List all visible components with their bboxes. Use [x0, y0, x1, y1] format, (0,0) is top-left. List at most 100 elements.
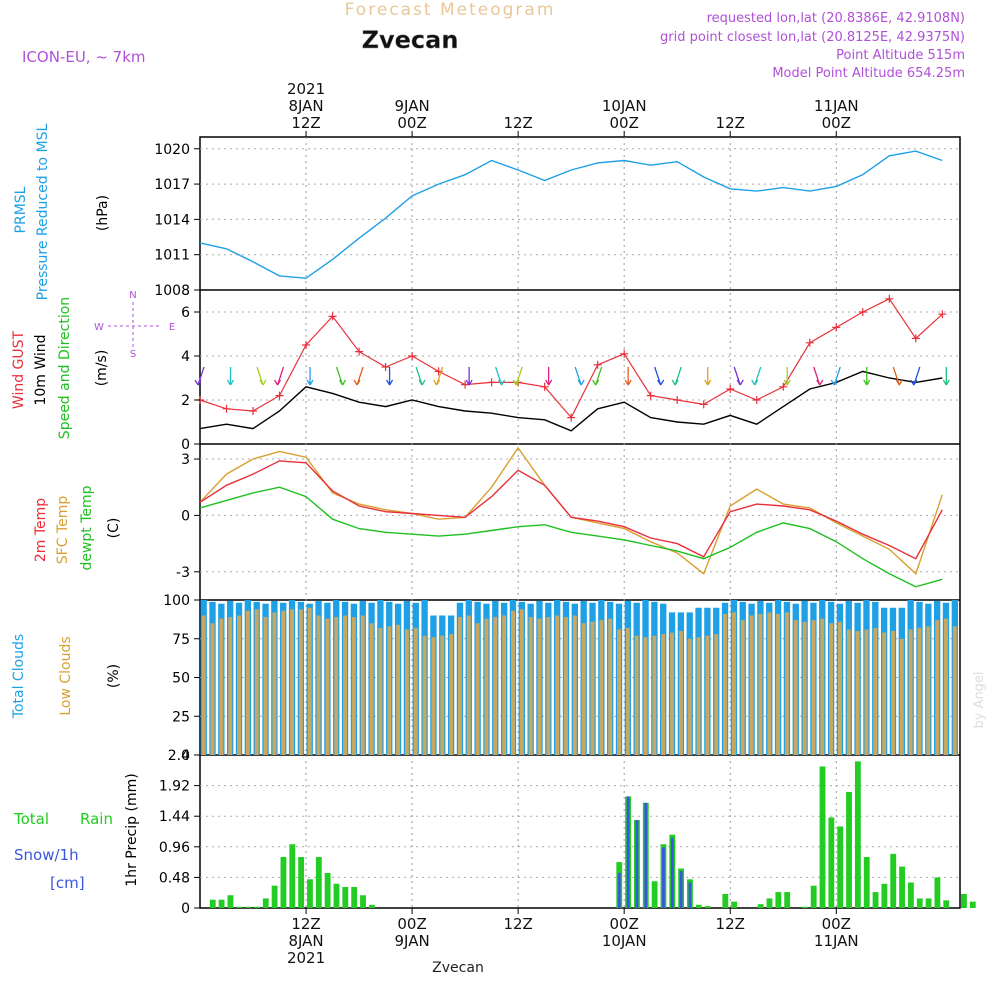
low-cloud-bar [387, 626, 392, 755]
low-cloud-bar [457, 617, 462, 755]
low-cloud-bar [608, 618, 613, 755]
low-cloud-bar [537, 618, 542, 755]
snow-bar [635, 820, 639, 908]
time-label-top: 9JAN [394, 97, 429, 115]
rain-bar [890, 853, 897, 908]
gust-point [302, 341, 311, 349]
rain-bar [704, 906, 711, 908]
low-cloud-bar [891, 631, 895, 755]
wind-direction-arrow [495, 366, 506, 386]
rain-bar [651, 881, 658, 908]
low-cloud-bar [926, 626, 931, 755]
low-cloud-bar [837, 621, 842, 755]
low-cloud-bar [528, 617, 533, 755]
low-cloud-bar [696, 637, 701, 755]
rain-bar [695, 904, 702, 908]
credit-watermark: by Angel [972, 671, 987, 728]
wind-direction-arrow [415, 366, 426, 386]
dewpoint-line [199, 486, 943, 588]
gust-point [540, 382, 549, 391]
temp-unit: (C) [106, 518, 122, 539]
low-cloud-bar [882, 632, 887, 755]
gust-point [408, 352, 417, 360]
rain-bar [810, 885, 817, 908]
snow-bar [644, 802, 648, 908]
rain-bar [775, 892, 782, 908]
rain-bar [368, 904, 375, 908]
gust-point [222, 404, 231, 413]
low-cloud-bar [590, 621, 595, 755]
gust-point [885, 294, 894, 303]
low-cloud-bar [493, 617, 498, 755]
low-cloud-bar [210, 623, 215, 755]
rain-bar [934, 877, 941, 908]
low-cloud-bar [767, 612, 772, 755]
low-cloud-bar [634, 635, 639, 755]
gust-point [461, 380, 470, 389]
rain-bar [298, 857, 305, 908]
gust-point [487, 378, 496, 387]
time-label-bottom: 12Z [291, 915, 320, 933]
wind-gust-label: Wind GUST [11, 330, 27, 409]
compass-n: N [129, 290, 136, 301]
low-cloud-bar [307, 607, 312, 755]
rain-bar [360, 895, 366, 908]
temp-2m-line [199, 460, 943, 560]
low-cloud-bar [201, 615, 206, 755]
gust-point [620, 349, 629, 358]
rain-bar [969, 901, 976, 908]
wind-direction-arrow [733, 366, 744, 386]
low-cloud-bar [820, 618, 825, 755]
low-cloud-bar [811, 620, 816, 755]
temp-tick-label: 3 [181, 452, 190, 468]
precip-tick-label: 0.96 [159, 840, 190, 856]
clouds-tick-label: 0 [181, 748, 190, 764]
footer-title: Zvecan [432, 960, 484, 976]
rain-bar [209, 899, 216, 908]
low-cloud-bar [935, 620, 940, 755]
low-cloud-bar [555, 615, 560, 755]
precip-tick-label: 0.48 [159, 870, 190, 886]
panel-frames [199, 136, 961, 909]
wind-direction-arrow [783, 367, 791, 386]
low-cloud-bar [237, 615, 241, 755]
low-cloud-bar [564, 617, 568, 755]
snow-bar [670, 837, 674, 908]
header-title: Zvecan [362, 26, 459, 54]
rain-bar [899, 866, 905, 908]
rain-bar [801, 906, 808, 908]
wind-10m-label: 10m Wind [33, 334, 49, 405]
low-cloud-bar [360, 615, 365, 755]
rain-bar [307, 879, 313, 908]
wind-direction-arrow [704, 367, 712, 386]
header-model-altitude: Model Point Altitude 654.25m [772, 66, 965, 81]
wind-direction-arrow [892, 366, 903, 386]
compass-s: S [130, 349, 136, 360]
low-cloud-bar [281, 610, 286, 755]
low-cloud-bar [670, 632, 675, 755]
wind-direction-arrow [306, 367, 314, 386]
wind-tick-label: 0 [181, 437, 190, 453]
pressure-tick-label: 1011 [154, 248, 190, 264]
low-cloud-bar [899, 638, 904, 755]
precip-tick-label: 0 [181, 901, 190, 917]
low-cloud-bar [643, 637, 648, 755]
rain-bar [315, 857, 322, 908]
wind-direction-arrow [910, 366, 921, 386]
temp-dewpt-label: dewpt Temp [79, 485, 95, 570]
wind-direction-arrow [353, 366, 364, 386]
time-label-top: 8JAN [288, 97, 323, 115]
clouds-total-label: Total Clouds [11, 634, 27, 719]
low-cloud-bar [396, 624, 401, 755]
pressure-unit: (hPa) [95, 195, 111, 231]
header-grid-point: grid point closest lon,lat (20.8125E, 42… [660, 30, 965, 45]
precip-rain-label-a: Total [13, 810, 49, 828]
wind-direction-arrow [512, 366, 523, 386]
clouds-tick-label: 75 [172, 632, 190, 648]
pressure-tick-label: 1017 [154, 177, 190, 193]
precip-tick-label: 1.44 [159, 809, 190, 825]
low-cloud-bar [740, 620, 745, 755]
wind-unit: (m/s) [94, 350, 110, 387]
